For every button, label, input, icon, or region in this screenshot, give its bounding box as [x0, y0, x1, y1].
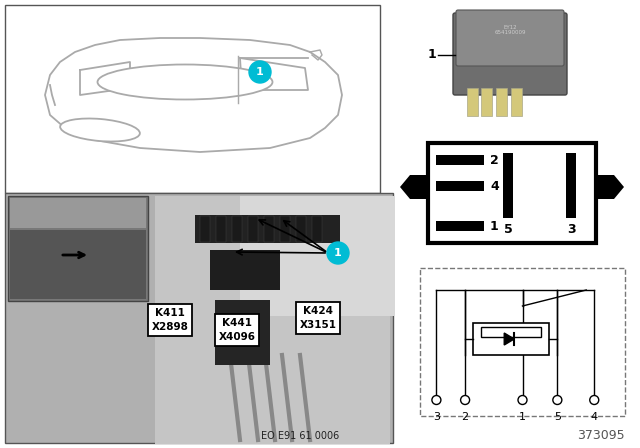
Bar — [248, 216, 258, 242]
Bar — [10, 198, 146, 228]
Bar — [436, 221, 484, 231]
Text: K441
X4096: K441 X4096 — [218, 318, 255, 342]
Circle shape — [249, 61, 271, 83]
Bar — [467, 88, 478, 116]
Circle shape — [518, 396, 527, 405]
Ellipse shape — [60, 119, 140, 142]
Text: 2: 2 — [461, 412, 468, 422]
Circle shape — [432, 396, 441, 405]
Text: 1: 1 — [256, 67, 264, 77]
Text: K411
X2898: K411 X2898 — [152, 308, 188, 332]
Bar — [215, 300, 270, 365]
Text: 1: 1 — [519, 412, 526, 422]
Bar — [280, 216, 290, 242]
Bar — [481, 88, 492, 116]
Ellipse shape — [97, 65, 273, 99]
Circle shape — [553, 396, 562, 405]
Bar — [232, 216, 242, 242]
Circle shape — [327, 242, 349, 264]
Bar — [216, 216, 226, 242]
Bar — [5, 193, 393, 443]
Bar — [195, 215, 340, 243]
Bar — [155, 196, 390, 444]
Bar — [496, 88, 507, 116]
FancyBboxPatch shape — [453, 13, 567, 95]
Circle shape — [461, 396, 470, 405]
Bar — [428, 143, 596, 243]
Text: 373095: 373095 — [577, 429, 625, 442]
Bar — [312, 216, 322, 242]
Bar — [296, 216, 306, 242]
Bar — [420, 268, 625, 416]
Polygon shape — [504, 333, 514, 345]
Bar — [8, 196, 148, 301]
Text: 4: 4 — [591, 412, 598, 422]
Bar — [511, 88, 522, 116]
Text: 3: 3 — [566, 223, 575, 236]
Text: EO E91 61 0006: EO E91 61 0006 — [261, 431, 339, 441]
Text: 1: 1 — [428, 48, 436, 61]
Bar — [596, 175, 614, 199]
Text: 5: 5 — [554, 412, 561, 422]
Bar — [481, 327, 541, 337]
Text: 4: 4 — [490, 180, 499, 193]
Bar — [436, 155, 484, 165]
Text: 3: 3 — [433, 412, 440, 422]
Bar — [436, 181, 484, 191]
Bar — [5, 5, 380, 193]
Polygon shape — [614, 175, 624, 199]
Bar — [200, 216, 210, 242]
Bar — [210, 250, 280, 290]
Bar — [410, 175, 428, 199]
Text: 2: 2 — [490, 154, 499, 167]
Bar — [566, 153, 576, 218]
Bar — [473, 323, 549, 355]
Text: 1: 1 — [334, 248, 342, 258]
Text: 5: 5 — [504, 223, 513, 236]
Polygon shape — [400, 175, 410, 199]
Text: EY12
654190009: EY12 654190009 — [494, 25, 525, 35]
Circle shape — [589, 396, 599, 405]
Text: K424
X3151: K424 X3151 — [300, 306, 337, 330]
FancyBboxPatch shape — [456, 10, 564, 66]
Bar — [264, 216, 274, 242]
Bar — [10, 230, 146, 299]
Text: 1: 1 — [490, 220, 499, 233]
Bar — [240, 196, 395, 316]
Bar — [503, 153, 513, 218]
